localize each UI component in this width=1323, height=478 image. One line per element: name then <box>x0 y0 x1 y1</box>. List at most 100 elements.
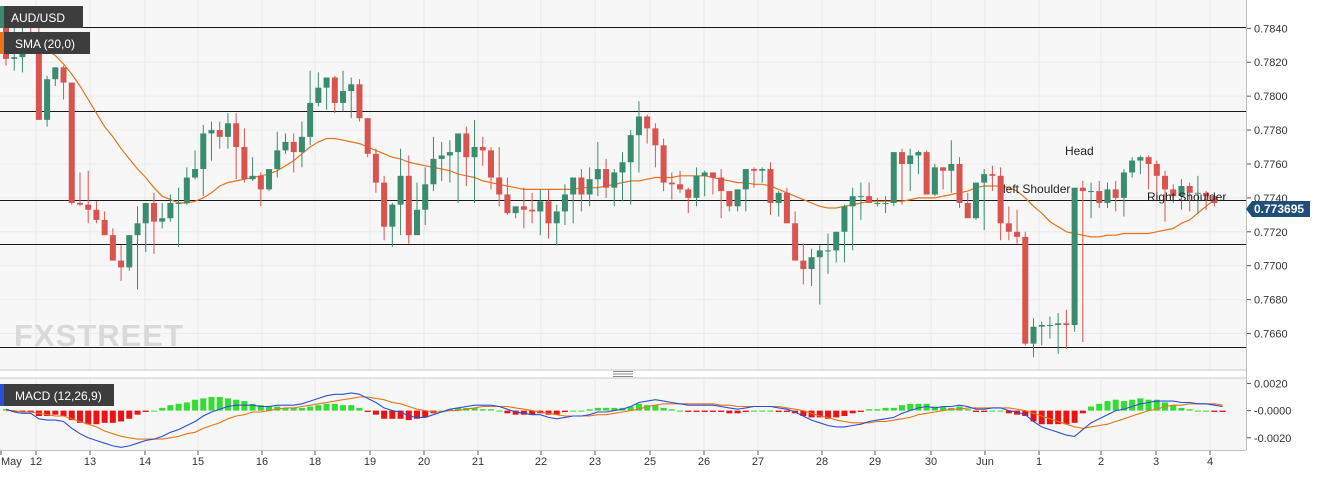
candle[interactable] <box>652 123 659 168</box>
candle[interactable] <box>282 133 289 154</box>
candle[interactable] <box>1104 182 1111 209</box>
candle[interactable] <box>372 148 379 193</box>
candle[interactable] <box>109 228 116 261</box>
candle[interactable] <box>1170 184 1177 203</box>
candle[interactable] <box>989 165 996 192</box>
candle[interactable] <box>529 192 536 224</box>
macd-tag[interactable]: MACD (12,26,9) <box>0 384 114 406</box>
candle[interactable] <box>816 245 823 305</box>
candle[interactable] <box>192 150 199 180</box>
candle[interactable] <box>603 158 610 198</box>
candle[interactable] <box>1022 231 1029 346</box>
candle[interactable] <box>627 130 634 205</box>
candle[interactable] <box>101 211 108 236</box>
candle[interactable] <box>545 189 552 239</box>
candle[interactable] <box>1046 316 1053 339</box>
candle[interactable] <box>430 136 437 192</box>
candle[interactable] <box>85 170 92 224</box>
candle[interactable] <box>693 167 700 207</box>
candle[interactable] <box>1014 209 1021 244</box>
candle[interactable] <box>389 202 396 248</box>
candle[interactable] <box>323 77 330 110</box>
candle[interactable] <box>1194 175 1201 214</box>
candle[interactable] <box>907 148 914 192</box>
candle[interactable] <box>397 148 404 236</box>
candle[interactable] <box>1071 187 1078 332</box>
candle[interactable] <box>307 70 314 146</box>
candle[interactable] <box>833 231 840 263</box>
candle[interactable] <box>841 204 848 263</box>
candle[interactable] <box>644 114 651 144</box>
candle[interactable] <box>463 126 470 186</box>
candle[interactable] <box>315 72 322 107</box>
candle[interactable] <box>134 206 141 290</box>
candle[interactable] <box>1112 180 1119 212</box>
candle[interactable] <box>1162 170 1169 222</box>
candle[interactable] <box>1137 155 1144 175</box>
candle[interactable] <box>348 77 355 119</box>
candle[interactable] <box>677 170 684 193</box>
candle[interactable] <box>471 119 478 203</box>
candle[interactable] <box>356 79 363 122</box>
candle[interactable] <box>1153 160 1160 202</box>
candle[interactable] <box>635 101 642 173</box>
candle[interactable] <box>274 131 281 178</box>
candle[interactable] <box>266 169 273 192</box>
candle[interactable] <box>405 155 412 244</box>
candle[interactable] <box>890 152 897 207</box>
candle[interactable] <box>52 67 59 86</box>
candle[interactable] <box>660 138 667 192</box>
candle[interactable] <box>1030 318 1037 358</box>
candle[interactable] <box>923 150 930 195</box>
candle[interactable] <box>1005 206 1012 241</box>
candle[interactable] <box>940 167 947 190</box>
candle[interactable] <box>594 141 601 197</box>
pane-resize-handle[interactable] <box>613 371 633 377</box>
candle[interactable] <box>1096 180 1103 209</box>
candle[interactable] <box>537 189 544 236</box>
candle[interactable] <box>257 172 264 207</box>
candle[interactable] <box>759 167 766 183</box>
candle[interactable] <box>734 189 741 212</box>
candle[interactable] <box>931 163 938 197</box>
candle[interactable] <box>241 128 248 183</box>
candle[interactable] <box>159 202 166 229</box>
candle[interactable] <box>504 177 511 215</box>
candle[interactable] <box>216 121 223 149</box>
candle[interactable] <box>290 133 297 173</box>
candle[interactable] <box>1055 313 1062 354</box>
candle[interactable] <box>742 169 749 212</box>
candle[interactable] <box>849 187 856 251</box>
candle[interactable] <box>685 187 692 214</box>
candle[interactable] <box>1063 309 1070 349</box>
candle[interactable] <box>825 233 831 275</box>
candle[interactable] <box>455 133 462 203</box>
candle[interactable] <box>783 187 790 224</box>
candle[interactable] <box>479 136 486 166</box>
candle[interactable] <box>1203 191 1210 210</box>
candle[interactable] <box>1129 157 1136 178</box>
candle[interactable] <box>364 118 371 158</box>
candle[interactable] <box>142 202 149 253</box>
candle[interactable] <box>1178 179 1185 210</box>
candle[interactable] <box>224 113 231 149</box>
candle[interactable] <box>915 150 922 175</box>
candle[interactable] <box>882 196 889 214</box>
candle[interactable] <box>726 191 733 212</box>
candle[interactable] <box>570 177 577 224</box>
candle[interactable] <box>331 75 338 114</box>
candle[interactable] <box>381 175 388 241</box>
candle[interactable] <box>175 187 182 248</box>
candle[interactable] <box>422 167 429 225</box>
candle[interactable] <box>997 167 1004 241</box>
candle[interactable] <box>200 124 207 197</box>
candle[interactable] <box>857 182 864 220</box>
candle[interactable] <box>118 245 125 281</box>
candle[interactable] <box>44 75 51 127</box>
sma-tag[interactable]: SMA (20,0) <box>0 32 90 54</box>
candle[interactable] <box>1120 169 1127 217</box>
candle[interactable] <box>298 121 305 168</box>
candle[interactable] <box>1211 196 1218 207</box>
candle[interactable] <box>751 167 758 188</box>
candle[interactable] <box>808 248 815 287</box>
